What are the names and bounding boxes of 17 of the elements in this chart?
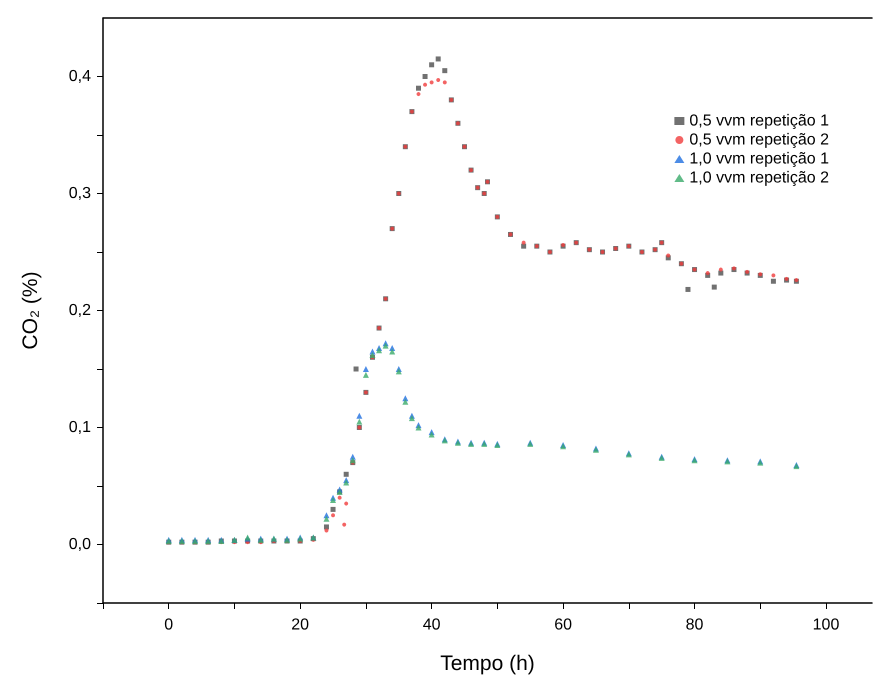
x-tick-label: 100 [812, 616, 840, 634]
legend-label: 0,5 vvm repetição 1 [689, 112, 830, 130]
y-tick-label: 0,3 [68, 185, 92, 202]
x-axis-title: Tempo (h) [440, 652, 535, 675]
y-axis-title: CO₂ (%) [19, 271, 42, 350]
legend-label: 1,0 vvm repetição 2 [689, 170, 830, 186]
y-tick-label: 0,4 [68, 68, 92, 85]
y-tick-label: 0,0 [68, 536, 92, 553]
x-tick-label: 20 [291, 616, 310, 634]
x-tick-label: 80 [686, 616, 704, 634]
y-tick-label: 0,1 [68, 419, 92, 436]
legend-label: 0,5 vvm repetição 2 [689, 132, 830, 148]
legend-label: 1,0 vvm repetição 1 [689, 150, 830, 168]
x-tick-label: 0 [164, 616, 174, 634]
y-tick-label: 0,2 [68, 302, 92, 319]
x-tick-label: 40 [422, 616, 441, 634]
x-tick-label: 60 [554, 616, 572, 634]
